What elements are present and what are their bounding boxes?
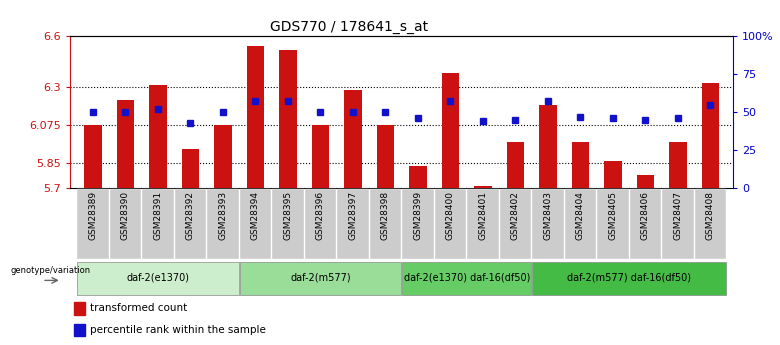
Text: GSM28396: GSM28396 [316, 191, 325, 240]
Bar [214, 125, 232, 188]
Text: GSM28392: GSM28392 [186, 191, 195, 240]
FancyBboxPatch shape [630, 189, 661, 259]
FancyBboxPatch shape [532, 262, 726, 295]
FancyBboxPatch shape [175, 189, 206, 259]
Bar [669, 142, 687, 188]
Text: GSM28400: GSM28400 [446, 191, 455, 240]
Text: GSM28404: GSM28404 [576, 191, 585, 240]
Bar [149, 85, 167, 188]
Text: GSM28405: GSM28405 [608, 191, 618, 240]
Text: GSM28403: GSM28403 [544, 191, 552, 240]
FancyBboxPatch shape [77, 262, 239, 295]
Text: GSM28397: GSM28397 [349, 191, 357, 240]
FancyBboxPatch shape [532, 189, 564, 259]
Text: GDS770 / 178641_s_at: GDS770 / 178641_s_at [270, 20, 427, 34]
FancyBboxPatch shape [565, 189, 596, 259]
Bar [246, 46, 264, 188]
Text: GSM28393: GSM28393 [218, 191, 228, 240]
Bar [409, 166, 427, 188]
FancyBboxPatch shape [695, 189, 726, 259]
Text: GSM28408: GSM28408 [706, 191, 715, 240]
FancyBboxPatch shape [305, 189, 336, 259]
Text: GSM28407: GSM28407 [673, 191, 682, 240]
Bar [539, 105, 557, 188]
Bar [572, 142, 590, 188]
Text: GSM28390: GSM28390 [121, 191, 130, 240]
Bar [279, 50, 297, 188]
FancyBboxPatch shape [500, 189, 531, 259]
Text: transformed count: transformed count [90, 303, 187, 313]
FancyBboxPatch shape [272, 189, 303, 259]
Text: genotype/variation: genotype/variation [11, 266, 90, 275]
Text: daf-2(e1370) daf-16(df50): daf-2(e1370) daf-16(df50) [403, 273, 530, 283]
Bar [506, 142, 524, 188]
Bar [84, 125, 102, 188]
Bar [344, 90, 362, 188]
FancyBboxPatch shape [402, 262, 531, 295]
Bar [604, 161, 622, 188]
Bar [182, 149, 200, 188]
Text: GSM28389: GSM28389 [88, 191, 98, 240]
Bar [474, 186, 492, 188]
FancyBboxPatch shape [597, 189, 629, 259]
FancyBboxPatch shape [110, 189, 141, 259]
FancyBboxPatch shape [402, 189, 434, 259]
FancyBboxPatch shape [370, 189, 401, 259]
Bar [116, 100, 134, 188]
Bar [74, 324, 85, 336]
Text: GSM28398: GSM28398 [381, 191, 390, 240]
Text: percentile rank within the sample: percentile rank within the sample [90, 325, 266, 335]
FancyBboxPatch shape [77, 189, 108, 259]
Bar [377, 125, 395, 188]
FancyBboxPatch shape [435, 189, 466, 259]
Bar [701, 83, 719, 188]
Bar [441, 73, 459, 188]
Text: GSM28391: GSM28391 [154, 191, 162, 240]
FancyBboxPatch shape [207, 189, 239, 259]
Bar [311, 125, 329, 188]
Text: GSM28395: GSM28395 [283, 191, 292, 240]
Bar [74, 302, 85, 315]
Text: GSM28406: GSM28406 [641, 191, 650, 240]
FancyBboxPatch shape [337, 189, 369, 259]
Text: GSM28402: GSM28402 [511, 191, 520, 240]
FancyBboxPatch shape [467, 189, 498, 259]
FancyBboxPatch shape [239, 189, 271, 259]
Text: GSM28401: GSM28401 [478, 191, 488, 240]
Bar [636, 175, 654, 188]
Text: daf-2(e1370): daf-2(e1370) [126, 273, 190, 283]
Text: daf-2(m577) daf-16(df50): daf-2(m577) daf-16(df50) [567, 273, 691, 283]
FancyBboxPatch shape [662, 189, 693, 259]
FancyBboxPatch shape [239, 262, 401, 295]
Text: GSM28399: GSM28399 [413, 191, 423, 240]
Text: daf-2(m577): daf-2(m577) [290, 273, 351, 283]
Text: GSM28394: GSM28394 [251, 191, 260, 240]
FancyBboxPatch shape [142, 189, 173, 259]
